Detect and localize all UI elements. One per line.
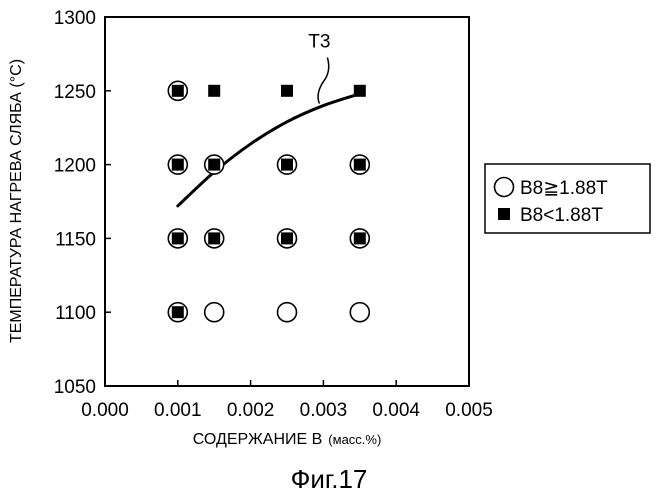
x-tick-label: 0.001 [154, 400, 202, 421]
x-axis-title: СОДЕРЖАНИЕ B (масс.%) [193, 431, 382, 448]
y-tick-label: 1250 [54, 82, 96, 103]
x-tick-label: 0.002 [227, 400, 275, 421]
legend-label: B8≧1.88T [520, 178, 608, 199]
filled-square-point [354, 159, 366, 171]
x-tick-label: 0.004 [372, 400, 420, 421]
open-circle-point [278, 303, 297, 322]
filled-square-point [208, 159, 220, 171]
curve-t3 [178, 94, 360, 206]
plot-frame [105, 17, 469, 386]
filled-square-point [172, 85, 184, 97]
y-tick-label: 1300 [54, 8, 96, 29]
y-axis-title: ТЕМПЕРАТУРА НАГРЕВА СЛЯБА (°C) [8, 59, 25, 343]
x-axis-title-text: СОДЕРЖАНИЕ B [193, 431, 323, 448]
legend-marker-square [498, 208, 510, 220]
figure-caption: Фиг.17 [291, 464, 368, 494]
filled-square-point [354, 85, 366, 97]
open-circle-point [350, 303, 369, 322]
x-axis-unit: (масс.%) [328, 432, 381, 447]
legend-marker-circle [495, 178, 514, 197]
y-tick-label: 1150 [55, 229, 96, 250]
filled-square-point [354, 232, 366, 244]
curve-leader-line [318, 58, 329, 104]
curve-layer: T3 [178, 32, 360, 206]
y-tick-label: 1200 [54, 156, 96, 177]
y-axis-ticks: 1050 1100 1150 1200 1250 1300 [54, 8, 111, 398]
legend-label: B8<1.88T [520, 205, 603, 226]
filled-square-point [172, 159, 184, 171]
filled-square-point [208, 85, 220, 97]
filled-square-point [172, 232, 184, 244]
x-tick-label: 0.003 [300, 400, 348, 421]
curve-label: T3 [308, 32, 330, 53]
filled-square-point [281, 159, 293, 171]
x-tick-label: 0.005 [445, 400, 493, 421]
y-tick-label: 1050 [54, 377, 96, 398]
legend: B8≧1.88T B8<1.88T [485, 164, 650, 233]
filled-square-point [208, 232, 220, 244]
filled-square-point [281, 232, 293, 244]
filled-square-point [172, 306, 184, 318]
x-tick-label: 0.000 [81, 400, 129, 421]
open-circle-point [205, 303, 224, 322]
y-tick-label: 1100 [55, 303, 96, 324]
marker-layer [168, 81, 369, 321]
filled-square-point [281, 85, 293, 97]
